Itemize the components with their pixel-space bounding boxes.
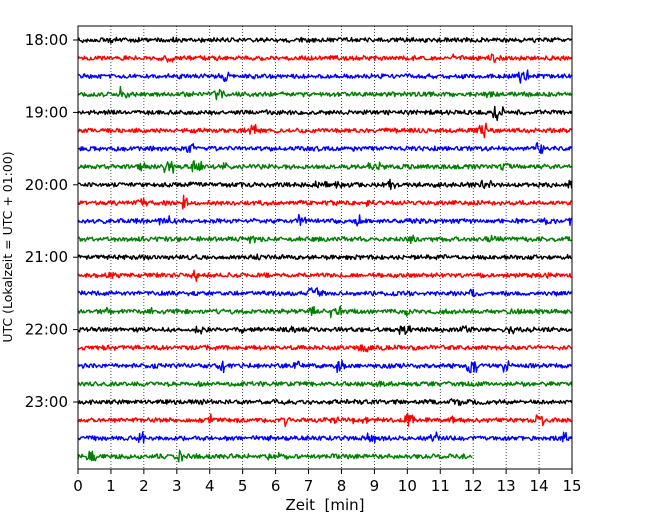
y-tick-label-2100: 21:00 [25, 248, 68, 266]
trace-2115 [77, 269, 572, 282]
trace-2315 [77, 412, 572, 428]
trace-2330 [77, 431, 573, 444]
y-tick-label-1800: 18:00 [25, 31, 68, 49]
x-tick-label-2: 2 [139, 477, 149, 495]
trace-2130 [77, 287, 573, 298]
y-tick-label-2000: 20:00 [25, 176, 68, 194]
x-tick-label-5: 5 [238, 477, 248, 495]
plot-frame [77, 25, 573, 470]
trace-2300 [77, 398, 573, 407]
x-tick-label-11: 11 [431, 477, 450, 495]
x-axis-label: Zeit [min] [285, 496, 364, 514]
x-tick-label-15: 15 [562, 477, 581, 495]
x-tick-label-13: 13 [497, 477, 516, 495]
x-tick-label-0: 0 [73, 477, 83, 495]
y-axis-ticks: 18:00 19:00 20:00 21:00 22:00 23:00 [25, 31, 78, 411]
x-tick-label-4: 4 [205, 477, 215, 495]
trace-2100 [77, 253, 572, 261]
x-tick-label-8: 8 [337, 477, 347, 495]
trace-1900 [77, 105, 573, 122]
x-tick-label-7: 7 [304, 477, 314, 495]
trace-2215 [77, 344, 573, 353]
trace-2030 [77, 213, 573, 227]
trace-2245 [77, 380, 573, 388]
trace-1800 [77, 36, 573, 44]
y-tick-label-1900: 19:00 [25, 103, 68, 121]
trace-2230 [77, 359, 573, 374]
y-tick-label-2300: 23:00 [25, 393, 68, 411]
trace-2015 [77, 194, 573, 210]
trace-2145 [77, 305, 573, 319]
y-axis-label: UTC (Lokalzeit = UTC + 01:00) [0, 151, 15, 342]
x-tick-label-1: 1 [106, 477, 116, 495]
x-tick-label-12: 12 [464, 477, 483, 495]
trace-1815 [77, 53, 573, 64]
x-axis-ticks: 0 1 2 3 4 5 6 7 8 9 10 11 12 13 14 15 [73, 469, 582, 495]
trace-2345 [77, 449, 473, 463]
x-tick-label-3: 3 [172, 477, 182, 495]
x-tick-label-14: 14 [530, 477, 549, 495]
y-tick-label-2200: 22:00 [25, 321, 68, 339]
grid-lines [110, 26, 540, 469]
trace-1845 [77, 85, 573, 101]
seismic-traces [77, 36, 573, 463]
x-tick-label-9: 9 [370, 477, 380, 495]
trace-2045 [77, 234, 572, 245]
x-tick-label-6: 6 [271, 477, 281, 495]
x-tick-label-10: 10 [398, 477, 417, 495]
trace-1930 [77, 141, 573, 155]
trace-1915 [77, 122, 573, 139]
trace-2000 [77, 178, 573, 191]
trace-2200 [77, 325, 573, 336]
trace-1830 [77, 69, 573, 84]
trace-1945 [77, 160, 572, 174]
